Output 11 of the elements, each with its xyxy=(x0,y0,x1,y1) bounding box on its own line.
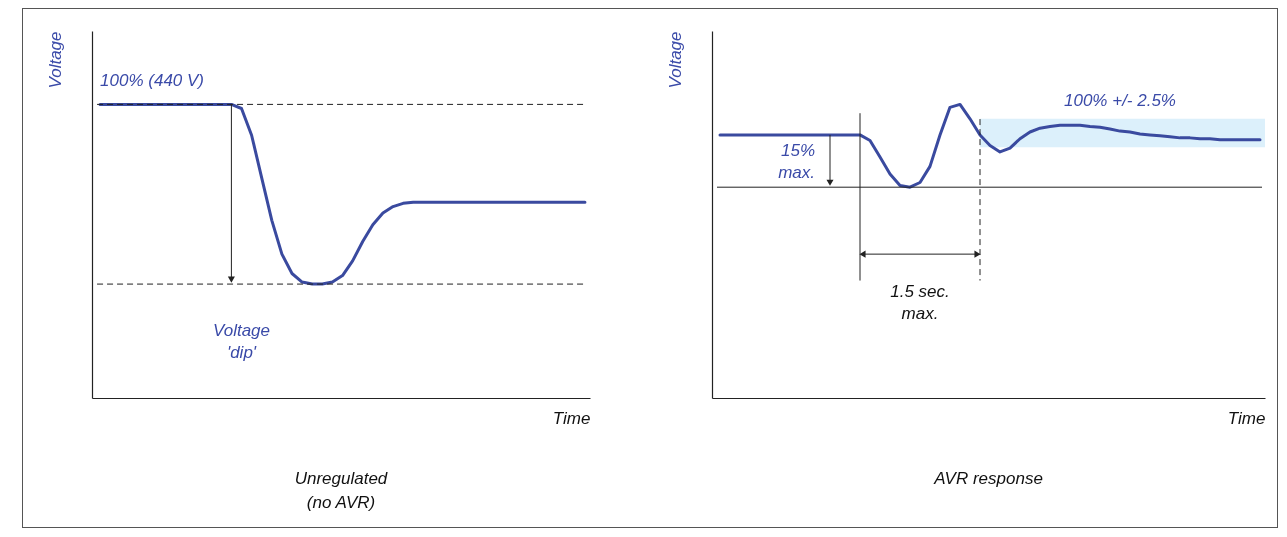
x-axis-title: Time xyxy=(552,408,591,428)
text: Unregulated (no AVR) xyxy=(294,469,388,512)
x-axis-title: Time xyxy=(1227,408,1266,428)
annotation: 1.5 sec. max. xyxy=(890,282,950,324)
ref-line-label: 100% (440 V) xyxy=(100,70,205,90)
text: AVR response xyxy=(933,469,1043,488)
annotation: 15% max. xyxy=(778,140,815,182)
y-axis-title: Voltage xyxy=(665,31,685,89)
y-axis-title: Voltage xyxy=(45,31,65,89)
band-label: 100% +/- 2.5% xyxy=(1064,91,1176,111)
ref-line-label: Voltage 'dip' xyxy=(212,321,271,363)
